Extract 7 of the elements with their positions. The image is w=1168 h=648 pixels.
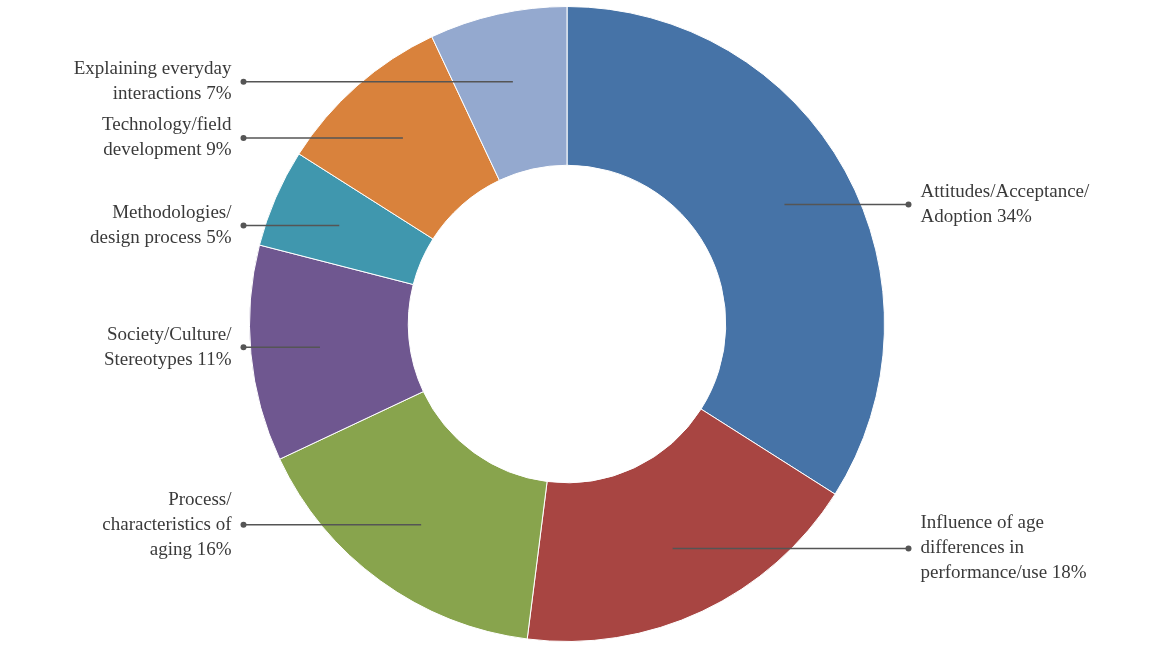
slice-label: Process/characteristics of aging 16% (102, 487, 233, 559)
slice-label: Technology/field development 9% (101, 113, 232, 160)
slice-label: Influence of age differences in performance/use 18% (920, 511, 1087, 583)
slice-label: Explaining everyday interactions 7% (73, 57, 232, 104)
slice-label: Attitudes/Acceptance/Adoption 34% (920, 179, 1091, 226)
slice-label: Society/Culture/Stereotypes 11% (103, 322, 233, 369)
slice-label: Methodologies/design process 5% (90, 200, 233, 247)
